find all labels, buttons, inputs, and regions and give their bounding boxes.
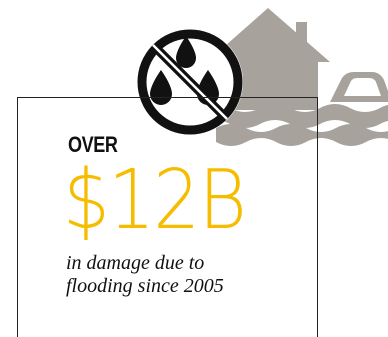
stat-caption: in damage due to flooding since 2005 [66,252,306,298]
stat-box [17,97,318,337]
car-icon [330,72,388,102]
flood-water-icon [200,104,388,146]
stat-amount: $12B [63,153,247,248]
caption-line-1: in damage due to [66,252,205,274]
no-water-drops-icon [137,29,243,135]
stat-prefix: OVER [68,132,118,157]
caption-line-2: flooding since 2005 [66,275,224,297]
